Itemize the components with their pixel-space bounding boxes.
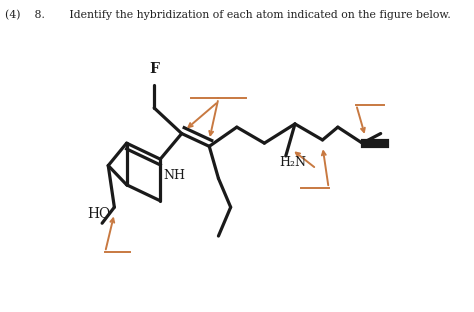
- Text: HO: HO: [87, 207, 110, 221]
- Text: H₂N: H₂N: [280, 156, 307, 169]
- Text: F: F: [149, 62, 159, 76]
- Text: NH: NH: [164, 169, 185, 182]
- Text: (4)    8.       Identify the hybridization of each atom indicated on the figure : (4) 8. Identify the hybridization of eac…: [5, 9, 450, 20]
